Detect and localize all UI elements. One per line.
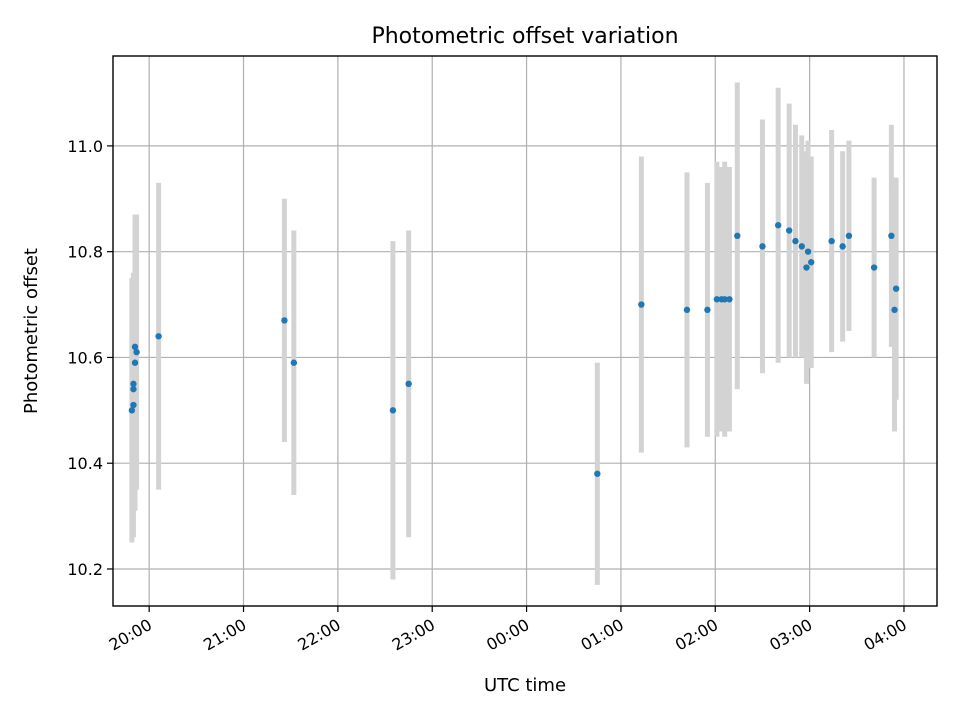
data-point — [133, 348, 140, 356]
data-point — [594, 470, 601, 477]
y-ticks: 10.2 10.4 10.6 10.8 11.0 — [67, 137, 113, 579]
data-points — [128, 222, 900, 477]
data-point — [281, 317, 288, 324]
data-point — [807, 259, 815, 266]
data-point — [891, 306, 898, 314]
data-point — [804, 248, 812, 255]
data-point — [828, 237, 835, 245]
y-tick-label: 10.2 — [67, 560, 103, 579]
data-point — [155, 333, 162, 340]
x-tick-label: 02:00 — [672, 615, 721, 655]
y-axis-label: Photometric offset — [21, 248, 42, 414]
data-point — [792, 237, 799, 245]
x-tick-label: 21:00 — [200, 615, 249, 655]
data-point — [290, 359, 298, 366]
data-point — [798, 243, 805, 250]
data-point — [839, 243, 846, 250]
data-point — [683, 306, 691, 314]
data-point — [713, 296, 721, 303]
data-point — [131, 359, 139, 366]
x-axis-label: UTC time — [484, 675, 566, 696]
error-bars — [129, 82, 899, 585]
data-point — [892, 285, 900, 292]
data-point — [130, 380, 137, 388]
data-point — [774, 222, 782, 229]
data-point — [704, 306, 711, 314]
x-tick-label: 01:00 — [577, 615, 626, 655]
data-point — [721, 296, 728, 303]
x-tick-label: 04:00 — [861, 615, 910, 655]
data-point — [759, 243, 766, 250]
x-ticks: 20:00 21:00 22:00 23:00 00:00 01:00 02:00 03:00… — [106, 606, 910, 655]
data-point — [131, 343, 139, 351]
data-point — [870, 264, 878, 271]
y-tick-label: 11.0 — [67, 137, 103, 156]
y-tick-label: 10.4 — [67, 454, 103, 473]
y-tick-label: 10.8 — [67, 243, 103, 262]
plot-frame — [112, 55, 938, 607]
data-point — [389, 407, 397, 414]
y-tick-label: 10.6 — [67, 348, 103, 367]
data-point — [785, 227, 793, 234]
data-point — [845, 232, 853, 240]
data-point — [130, 385, 137, 393]
x-tick-label: 22:00 — [294, 615, 343, 655]
data-point — [638, 301, 645, 308]
data-point — [803, 264, 810, 271]
x-tick-label: 23:00 — [389, 615, 438, 655]
data-point — [888, 232, 895, 240]
data-point — [128, 407, 136, 414]
data-point — [734, 232, 741, 240]
data-point — [726, 296, 733, 303]
x-tick-label: 00:00 — [483, 615, 532, 655]
data-point — [405, 380, 412, 388]
x-tick-label: 03:00 — [766, 615, 815, 655]
data-point — [130, 401, 137, 409]
chart-title: Photometric offset variation — [371, 24, 678, 49]
x-tick-label: 20:00 — [106, 615, 155, 655]
